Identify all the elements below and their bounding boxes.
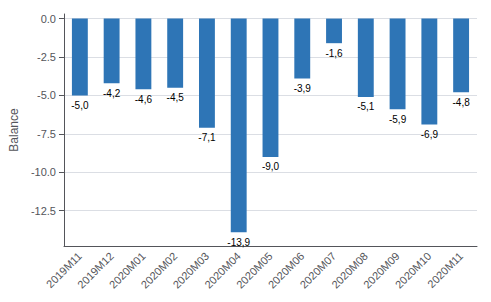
svg-text:2020M03: 2020M03 — [170, 249, 212, 291]
svg-text:-4,5: -4,5 — [167, 92, 185, 103]
svg-text:-4,8: -4,8 — [452, 97, 470, 108]
svg-text:2020M06: 2020M06 — [265, 249, 307, 291]
svg-text:0.0: 0.0 — [41, 13, 56, 25]
svg-text:2020M01: 2020M01 — [106, 249, 148, 291]
svg-text:2020M08: 2020M08 — [329, 249, 370, 291]
svg-text:-3,9: -3,9 — [294, 83, 312, 94]
svg-text:-10.0: -10.0 — [31, 166, 56, 178]
svg-text:2020M07: 2020M07 — [297, 249, 339, 291]
svg-text:-7,1: -7,1 — [198, 132, 216, 143]
svg-text:-4,6: -4,6 — [135, 94, 153, 105]
svg-text:-4,2: -4,2 — [103, 88, 121, 99]
svg-text:-2.5: -2.5 — [37, 51, 56, 63]
svg-text:-13,9: -13,9 — [227, 237, 250, 248]
svg-text:-1,6: -1,6 — [325, 48, 343, 59]
svg-text:2019M12: 2019M12 — [75, 249, 116, 291]
svg-text:-9,0: -9,0 — [262, 161, 280, 172]
svg-text:-12.5: -12.5 — [31, 205, 56, 217]
svg-text:2020M02: 2020M02 — [138, 249, 180, 291]
svg-text:2020M05: 2020M05 — [233, 249, 275, 291]
svg-text:2020M10: 2020M10 — [392, 249, 434, 291]
svg-text:-5,1: -5,1 — [357, 101, 375, 112]
svg-text:Balance: Balance — [7, 108, 21, 152]
svg-text:2020M11: 2020M11 — [425, 250, 465, 290]
svg-text:2019M11: 2019M11 — [43, 249, 85, 291]
svg-text:2020M09: 2020M09 — [360, 249, 402, 291]
svg-text:-5,0: -5,0 — [71, 100, 89, 111]
svg-text:-6,9: -6,9 — [421, 129, 439, 140]
svg-text:-5.0: -5.0 — [37, 89, 56, 101]
svg-text:-7.5: -7.5 — [37, 128, 56, 140]
svg-text:-5,9: -5,9 — [389, 114, 407, 125]
svg-text:2020M04: 2020M04 — [202, 249, 243, 291]
